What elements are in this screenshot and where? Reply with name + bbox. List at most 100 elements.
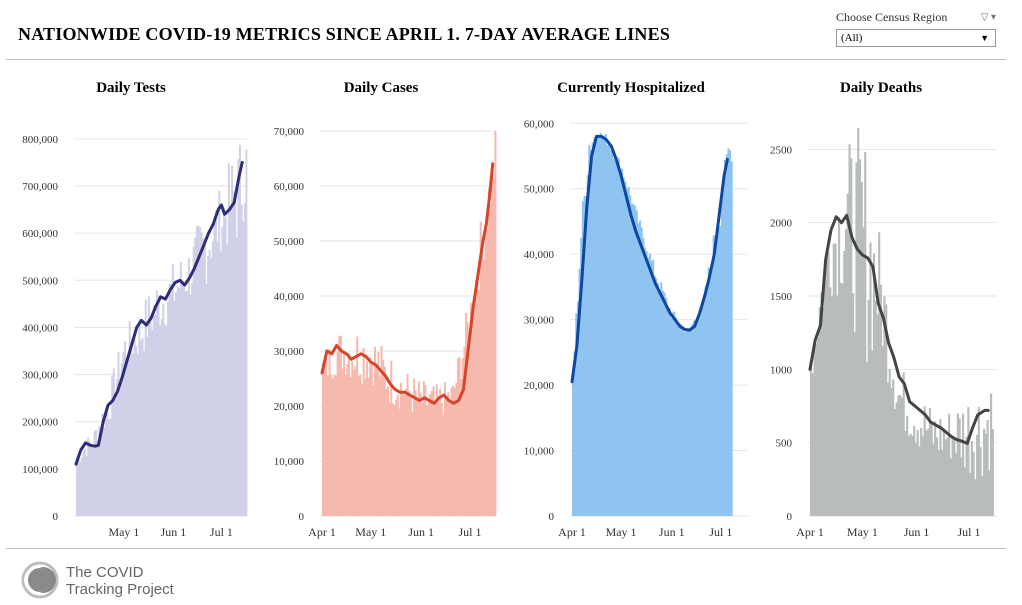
bar xyxy=(609,150,612,517)
bar xyxy=(130,344,133,516)
bar xyxy=(191,283,194,516)
bar xyxy=(914,442,918,516)
bar xyxy=(858,159,862,516)
x-tick-label: Apr 1 xyxy=(558,525,586,539)
bar xyxy=(630,204,633,516)
bar xyxy=(208,250,211,516)
bar xyxy=(458,357,461,516)
bar xyxy=(377,352,380,516)
bar xyxy=(593,137,596,516)
x-tick-label: Apr 1 xyxy=(308,525,336,539)
bar xyxy=(427,401,430,516)
y-tick-label: 300,000 xyxy=(22,370,58,382)
bar xyxy=(348,353,351,516)
census-region-select[interactable]: (All) ▼ xyxy=(836,29,996,47)
bar xyxy=(886,382,890,516)
bar xyxy=(151,329,154,516)
bar xyxy=(642,237,645,516)
bar xyxy=(218,190,221,516)
bar xyxy=(96,440,99,516)
bar xyxy=(364,379,367,516)
bar xyxy=(434,401,437,516)
bar xyxy=(614,161,617,516)
bar xyxy=(719,225,722,516)
bar xyxy=(117,351,120,516)
bar xyxy=(224,216,227,516)
bar xyxy=(920,428,923,516)
bar xyxy=(361,383,364,516)
bar xyxy=(676,322,679,516)
y-tick-label: 500 xyxy=(776,438,793,450)
bar xyxy=(829,287,832,516)
x-tick-label: May 1 xyxy=(108,525,139,539)
bar xyxy=(937,449,940,516)
bar xyxy=(583,195,586,516)
filter-funnel-icon[interactable]: ▽ ▾ xyxy=(980,12,996,23)
bar xyxy=(727,148,730,516)
bar xyxy=(907,435,911,516)
bar xyxy=(414,390,417,516)
bar xyxy=(178,288,181,516)
bar xyxy=(333,374,336,516)
bar xyxy=(820,292,823,516)
y-tick-label: 20,000 xyxy=(524,380,555,392)
bar xyxy=(456,358,459,516)
bar xyxy=(652,259,655,516)
bar xyxy=(184,291,187,516)
page-title: NATIONWIDE COVID-19 METRICS SINCE APRIL … xyxy=(18,24,671,44)
bar xyxy=(655,278,658,516)
bar xyxy=(848,144,851,516)
bar xyxy=(599,133,602,516)
y-tick-label: 0 xyxy=(787,511,793,523)
bar xyxy=(242,221,245,516)
bar xyxy=(712,235,715,516)
bar xyxy=(426,405,429,516)
bar xyxy=(946,437,949,516)
bar xyxy=(872,253,876,516)
bar xyxy=(375,365,378,516)
bar xyxy=(647,257,650,516)
bar xyxy=(357,375,360,516)
bar xyxy=(374,346,377,516)
bar xyxy=(448,400,451,516)
bar xyxy=(487,187,490,516)
chart-title: Currently Hospitalized xyxy=(557,80,705,96)
seven-day-average-line xyxy=(808,213,990,445)
y-tick-label: 0 xyxy=(549,511,555,523)
bar xyxy=(983,428,986,516)
bar xyxy=(575,313,578,516)
bar xyxy=(648,253,651,516)
bar xyxy=(93,431,96,516)
bar xyxy=(904,430,907,516)
covid-tracking-logo-icon xyxy=(21,561,59,599)
bar xyxy=(154,314,157,516)
bar xyxy=(665,297,668,516)
bar xyxy=(714,242,717,516)
bar xyxy=(897,395,900,516)
bar xyxy=(443,382,446,516)
bar xyxy=(688,328,691,516)
bar xyxy=(141,338,144,516)
bar xyxy=(323,362,326,516)
y-tick-label: 40,000 xyxy=(274,291,305,303)
bar xyxy=(135,345,138,516)
bar xyxy=(918,446,921,516)
bar xyxy=(637,222,640,516)
bar xyxy=(213,216,216,517)
chart-title: Daily Cases xyxy=(344,80,419,96)
bar xyxy=(956,413,959,516)
x-tick-label: Jun 1 xyxy=(161,525,187,539)
bar xyxy=(491,161,494,516)
bar xyxy=(237,158,240,516)
y-tick-label: 0 xyxy=(53,511,59,523)
bar xyxy=(234,201,237,517)
bar xyxy=(653,275,656,516)
bar xyxy=(478,290,481,516)
bar xyxy=(823,267,827,516)
bar xyxy=(984,433,987,516)
bar xyxy=(215,210,218,516)
bar xyxy=(452,385,455,516)
bar xyxy=(343,352,346,516)
bar xyxy=(359,374,362,516)
y-tick-label: 200,000 xyxy=(22,417,58,429)
